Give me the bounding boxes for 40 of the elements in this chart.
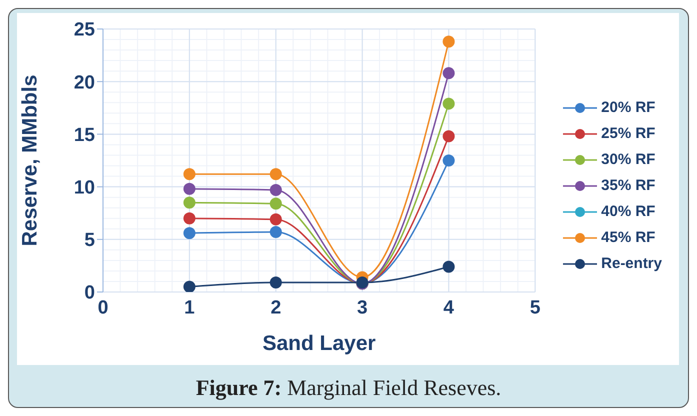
- point: [442, 130, 455, 142]
- x-tick-label: 0: [98, 297, 108, 318]
- point: [442, 98, 455, 110]
- x-tick-label: 5: [530, 297, 541, 318]
- y-axis-title: Reserve, MMbbls: [18, 74, 42, 246]
- point: [442, 260, 455, 273]
- x-tick-label: 4: [443, 297, 454, 318]
- point: [183, 280, 196, 292]
- point: [270, 168, 282, 180]
- y-tick-label: 10: [74, 178, 95, 199]
- point: [183, 182, 196, 195]
- point: [442, 154, 455, 166]
- point: [183, 227, 196, 240]
- y-tick-label: 15: [74, 124, 96, 146]
- legend-label: 20% RF: [601, 99, 656, 116]
- y-tick-label: 0: [84, 282, 95, 304]
- point: [442, 67, 455, 80]
- caption: Figure 7: Marginal Field Reseves.: [196, 375, 502, 400]
- y-tick-label: 25: [74, 20, 96, 41]
- legend-label: 35% RF: [601, 177, 656, 194]
- x-tick-label: 3: [356, 297, 368, 318]
- point: [270, 226, 282, 238]
- point: [270, 213, 282, 226]
- point: [183, 212, 196, 224]
- y-tick-label: 20: [74, 72, 95, 94]
- legend-label: 40% RF: [601, 203, 656, 220]
- point: [183, 168, 196, 180]
- point: [183, 196, 196, 209]
- point: [270, 198, 282, 210]
- legend-label: 25% RF: [601, 125, 656, 142]
- point: [270, 276, 282, 289]
- y-tick-label: 5: [84, 230, 96, 252]
- point: [442, 36, 455, 48]
- x-tick-label: 2: [270, 297, 282, 318]
- legend-label: 45% RF: [601, 229, 656, 246]
- point: [270, 184, 282, 196]
- x-tick-label: 1: [184, 297, 196, 318]
- legend-label: 30% RF: [601, 151, 656, 168]
- legend-label: Re-entry: [601, 255, 662, 272]
- x-axis-title: Sand Layer: [262, 332, 376, 355]
